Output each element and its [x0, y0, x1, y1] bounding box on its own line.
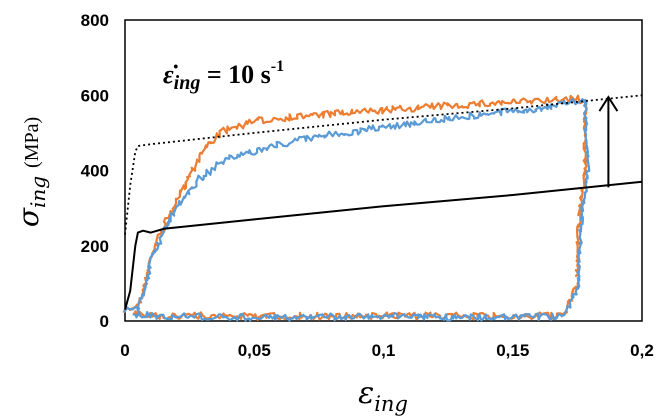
y-tick-label-3: 600: [81, 86, 109, 105]
tick-layer: 0 0,05 0,1 0,15 0,2 0 200 400 600 800: [81, 11, 654, 360]
x-axis-subscript: ing: [374, 392, 408, 416]
series-line-3: [123, 98, 591, 322]
shift-arrow-head: [598, 95, 619, 112]
series-line-1: [124, 94, 643, 235]
x-axis-symbol: ε: [358, 376, 374, 411]
y-axis-unit: (MPa): [21, 117, 43, 168]
strain-rate-superscript: -1: [271, 58, 284, 75]
plot-frame: [124, 19, 643, 322]
y-axis-subscript: ing: [26, 176, 50, 208]
y-tick-label-0: 0: [100, 312, 109, 331]
x-tick-label-0: 0: [120, 341, 129, 360]
series-line-0: [124, 180, 643, 310]
x-axis-label: εing: [358, 376, 408, 416]
strain-rate-annotation: ε̇ing = 10 s-1: [163, 58, 284, 94]
y-tick-label-4: 800: [81, 11, 109, 30]
x-tick-label-3: 0,15: [496, 341, 529, 360]
strain-rate-subscript: ing: [174, 72, 201, 94]
x-tick-label-1: 0,05: [238, 341, 271, 360]
x-tick-label-2: 0,1: [372, 341, 396, 360]
strain-rate-value: = 10 s: [200, 60, 270, 89]
y-axis-label: σing (MPa): [12, 117, 50, 227]
series-layer: [122, 94, 643, 322]
y-tick-label-2: 400: [81, 162, 109, 181]
y-tick-label-1: 200: [81, 237, 109, 256]
x-tick-label-4: 0,2: [630, 341, 654, 360]
y-axis-symbol: σ: [12, 207, 45, 227]
